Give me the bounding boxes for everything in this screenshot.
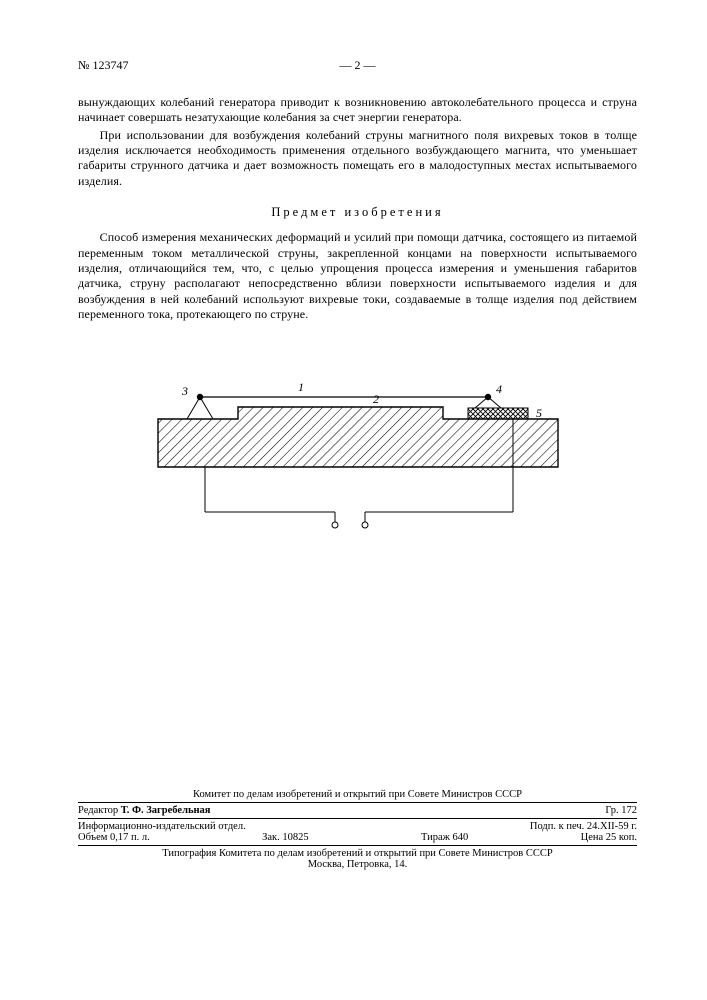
group: Гр. 172 (605, 805, 637, 816)
paragraph-2: При использовании для возбуждения колеба… (78, 128, 637, 189)
divider (78, 818, 637, 819)
svg-text:5: 5 (536, 406, 542, 420)
svg-text:2: 2 (373, 392, 379, 406)
page: № 123747 — 2 — № 123747 вынуждающих коле… (0, 0, 707, 1000)
page-header: № 123747 — 2 — № 123747 (78, 58, 637, 73)
price: Цена 25 коп. (581, 832, 637, 843)
svg-text:3: 3 (181, 384, 188, 398)
svg-text:1: 1 (298, 380, 304, 394)
editor: Редактор Т. Ф. Загребельная (78, 805, 211, 816)
paragraph-1: вынуждающих колебаний генератора приводи… (78, 95, 637, 126)
colophon-row-dept: Информационно-издательский отдел. Подп. … (78, 821, 637, 832)
page-number: — 2 — (340, 58, 376, 73)
colophon-committee: Комитет по делам изобретений и открытий … (78, 789, 637, 800)
section-title: Предмет изобретения (78, 205, 637, 220)
doc-number: № 123747 (78, 58, 128, 73)
body-text: вынуждающих колебаний генератора приводи… (78, 95, 637, 189)
volume: Объем 0,17 п. л. (78, 832, 150, 843)
dept: Информационно-издательский отдел. (78, 821, 246, 832)
colophon-row-editor: Редактор Т. Ф. Загребельная Гр. 172 (78, 805, 637, 816)
technical-figure: 1 2 3 4 5 (128, 364, 588, 534)
address: Москва, Петровка, 14. (78, 859, 637, 870)
colophon-row-print: Объем 0,17 п. л. Зак. 10825 Тираж 640 Це… (78, 832, 637, 843)
order-no: Зак. 10825 (262, 832, 309, 843)
signed-date: Подп. к печ. 24.XII-59 г. (530, 821, 637, 832)
svg-text:4: 4 (496, 382, 502, 396)
typography: Типография Комитета по делам изобретений… (78, 848, 637, 859)
claim-paragraph: Способ измерения механических деформаций… (78, 230, 637, 322)
divider (78, 802, 637, 803)
claim-text: Способ измерения механических деформаций… (78, 230, 637, 322)
divider (78, 845, 637, 846)
circulation: Тираж 640 (421, 832, 468, 843)
colophon: Комитет по делам изобретений и открытий … (78, 789, 637, 870)
